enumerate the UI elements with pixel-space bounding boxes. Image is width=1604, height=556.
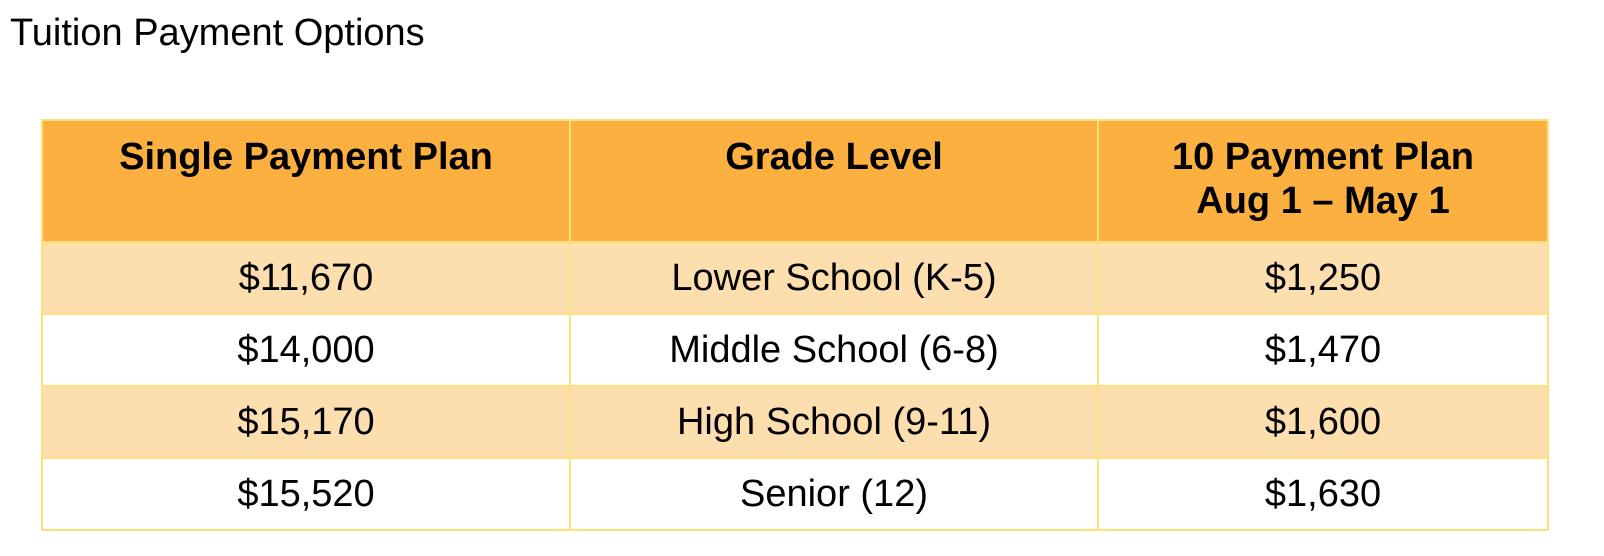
- cell-grade: High School (9-11): [569, 385, 1099, 459]
- table-row: $11,670 Lower School (K-5) $1,250: [41, 241, 1549, 315]
- tuition-table: Single Payment Plan Grade Level 10 Payme…: [41, 119, 1549, 531]
- header-ten-payment: 10 Payment Plan Aug 1 – May 1: [1097, 119, 1549, 243]
- table-row: $15,170 High School (9-11) $1,600: [41, 385, 1549, 459]
- header-ten-payment-line1: 10 Payment Plan: [1171, 136, 1475, 178]
- cell-ten: $1,630: [1097, 457, 1549, 531]
- page-title: Tuition Payment Options: [10, 12, 425, 54]
- cell-grade: Senior (12): [569, 457, 1099, 531]
- table-row: $15,520 Senior (12) $1,630: [41, 457, 1549, 531]
- cell-single: $14,000: [41, 313, 571, 387]
- cell-single: $15,170: [41, 385, 571, 459]
- cell-ten: $1,470: [1097, 313, 1549, 387]
- cell-ten: $1,250: [1097, 241, 1549, 315]
- cell-single: $15,520: [41, 457, 571, 531]
- header-grade-level: Grade Level: [569, 119, 1099, 243]
- table-header-row: Single Payment Plan Grade Level 10 Payme…: [41, 119, 1549, 243]
- cell-grade: Lower School (K-5): [569, 241, 1099, 315]
- cell-grade: Middle School (6-8): [569, 313, 1099, 387]
- header-ten-payment-line2: Aug 1 – May 1: [1196, 180, 1450, 222]
- cell-ten: $1,600: [1097, 385, 1549, 459]
- cell-single: $11,670: [41, 241, 571, 315]
- header-single-payment: Single Payment Plan: [41, 119, 571, 243]
- table-row: $14,000 Middle School (6-8) $1,470: [41, 313, 1549, 387]
